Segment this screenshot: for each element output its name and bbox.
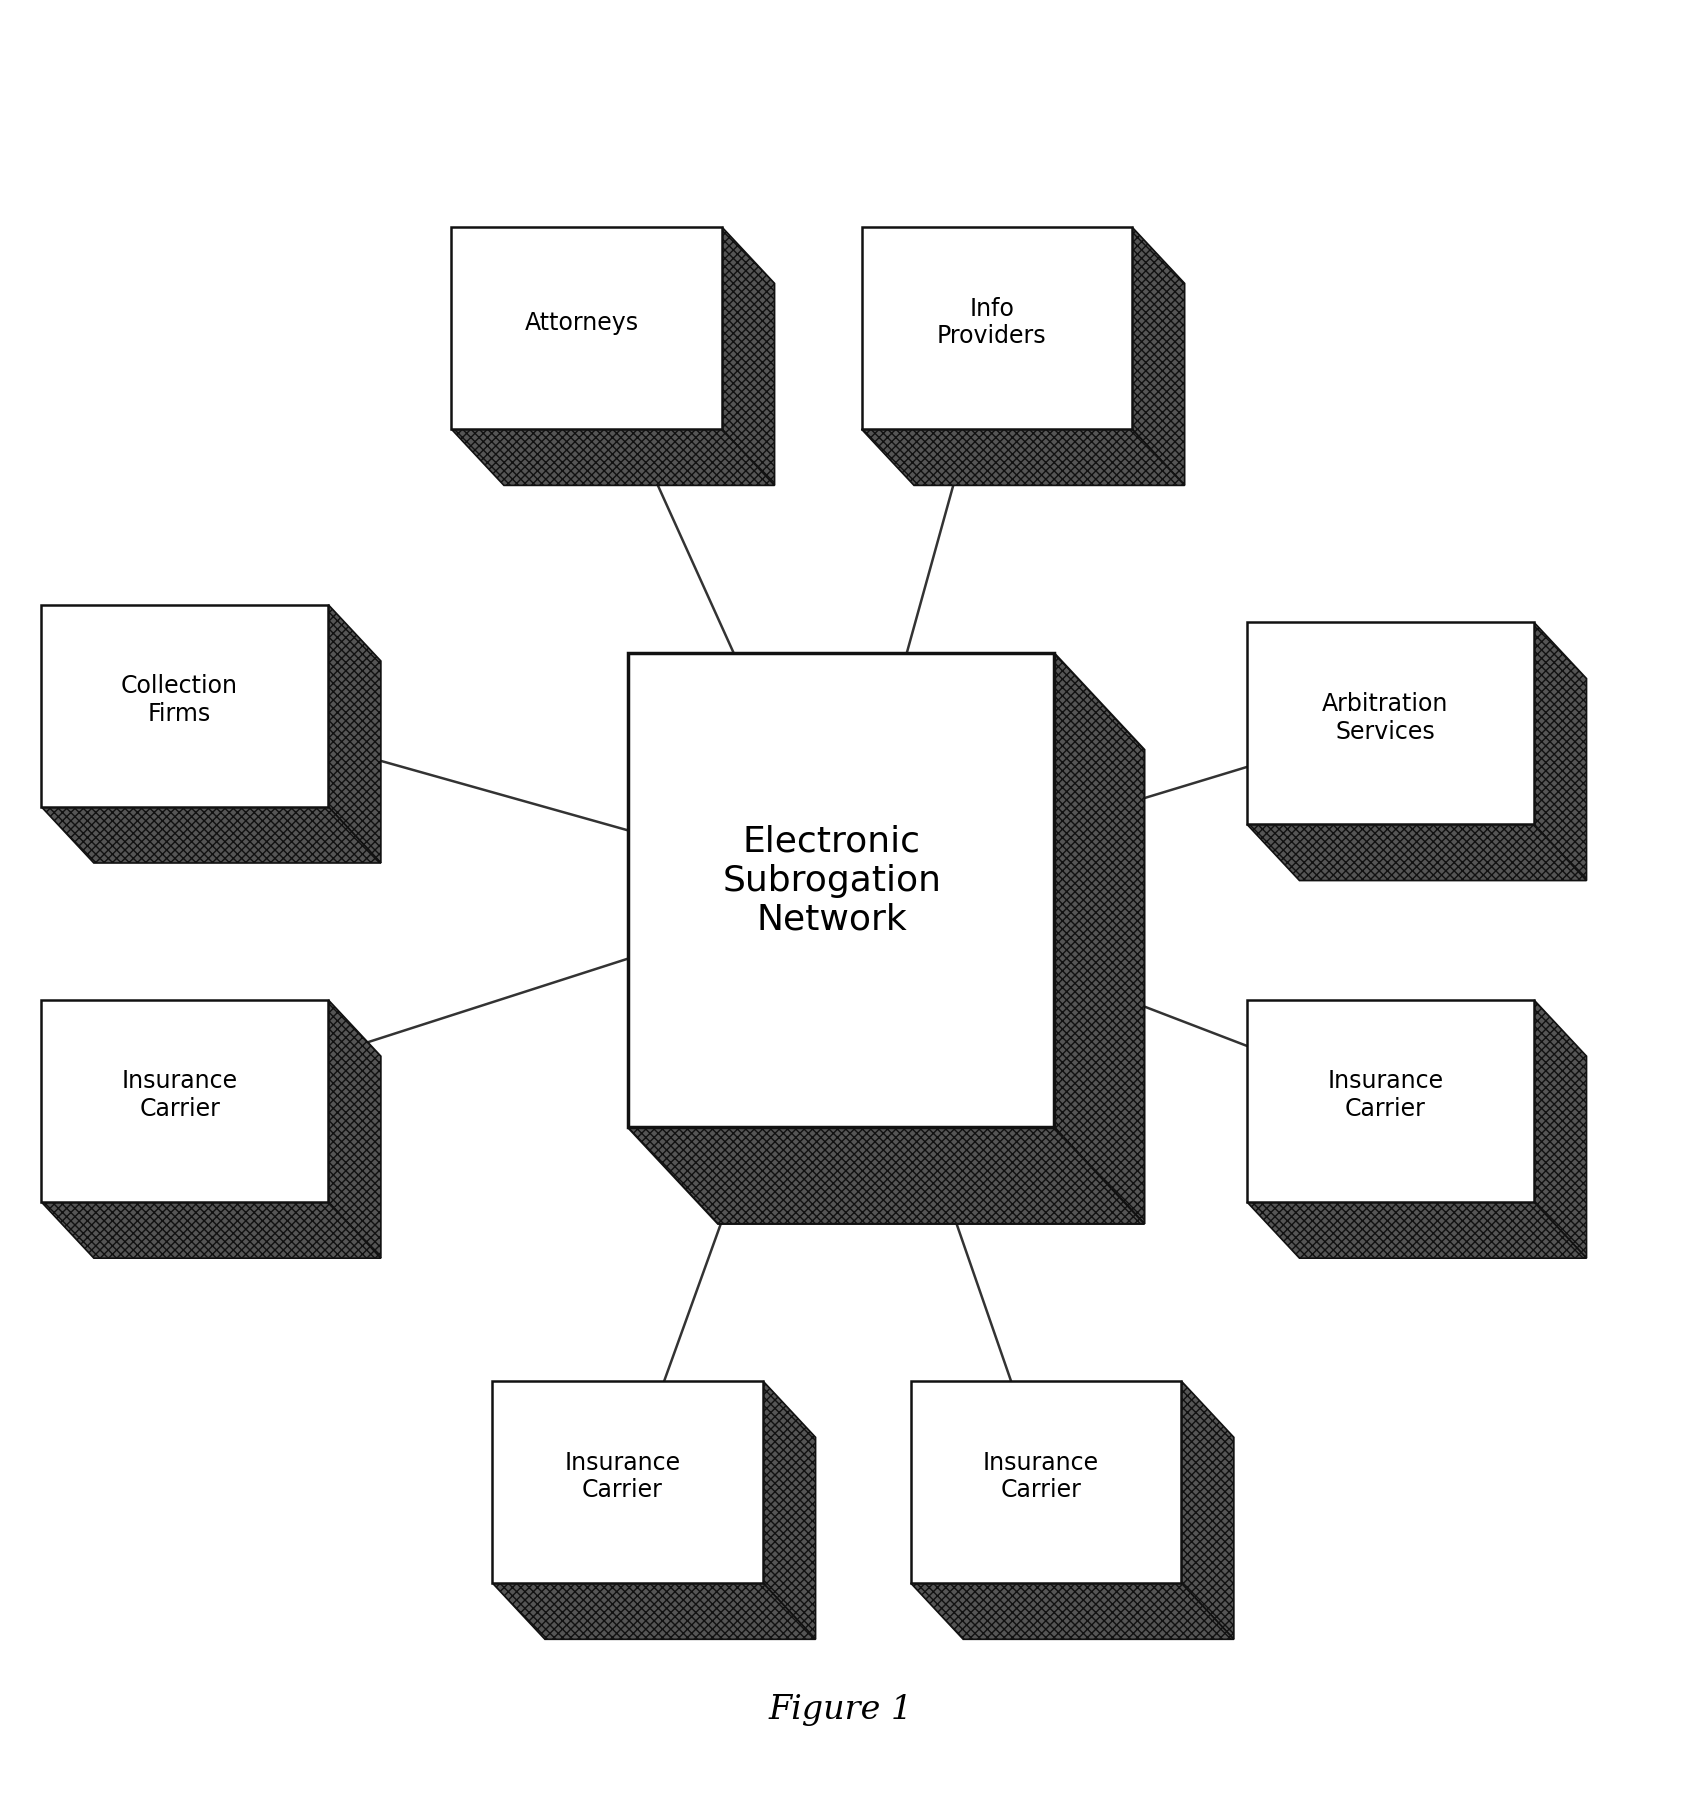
Polygon shape xyxy=(861,430,1184,485)
Text: Insurance
Carrier: Insurance Carrier xyxy=(565,1451,681,1503)
Polygon shape xyxy=(1534,622,1586,881)
FancyBboxPatch shape xyxy=(42,1000,328,1203)
FancyBboxPatch shape xyxy=(1246,1000,1534,1203)
Text: Arbitration
Services: Arbitration Services xyxy=(1322,692,1448,744)
FancyBboxPatch shape xyxy=(493,1381,764,1582)
FancyBboxPatch shape xyxy=(451,227,722,430)
Text: Insurance
Carrier: Insurance Carrier xyxy=(1327,1070,1443,1122)
Text: Insurance
Carrier: Insurance Carrier xyxy=(121,1070,237,1122)
FancyBboxPatch shape xyxy=(861,227,1132,430)
Polygon shape xyxy=(1055,653,1144,1224)
Polygon shape xyxy=(1246,1203,1586,1259)
Polygon shape xyxy=(451,430,775,485)
Polygon shape xyxy=(1181,1381,1235,1640)
Text: Info
Providers: Info Providers xyxy=(937,297,1046,349)
FancyBboxPatch shape xyxy=(627,653,1055,1127)
Text: Insurance
Carrier: Insurance Carrier xyxy=(982,1451,1098,1503)
Text: Electronic
Subrogation
Network: Electronic Subrogation Network xyxy=(723,823,942,937)
Polygon shape xyxy=(328,604,380,863)
Text: Attorneys: Attorneys xyxy=(525,311,639,334)
Polygon shape xyxy=(328,1000,380,1259)
Polygon shape xyxy=(42,807,380,863)
FancyBboxPatch shape xyxy=(910,1381,1181,1582)
Polygon shape xyxy=(910,1582,1235,1640)
Polygon shape xyxy=(764,1381,816,1640)
Polygon shape xyxy=(1534,1000,1586,1259)
FancyBboxPatch shape xyxy=(42,604,328,807)
Polygon shape xyxy=(42,1203,380,1259)
Polygon shape xyxy=(627,1127,1144,1224)
Polygon shape xyxy=(1132,227,1184,485)
Text: Figure 1: Figure 1 xyxy=(769,1694,913,1726)
Text: Collection
Firms: Collection Firms xyxy=(121,674,239,726)
Polygon shape xyxy=(493,1582,816,1640)
Polygon shape xyxy=(722,227,775,485)
Polygon shape xyxy=(1246,823,1586,881)
FancyBboxPatch shape xyxy=(1246,622,1534,823)
